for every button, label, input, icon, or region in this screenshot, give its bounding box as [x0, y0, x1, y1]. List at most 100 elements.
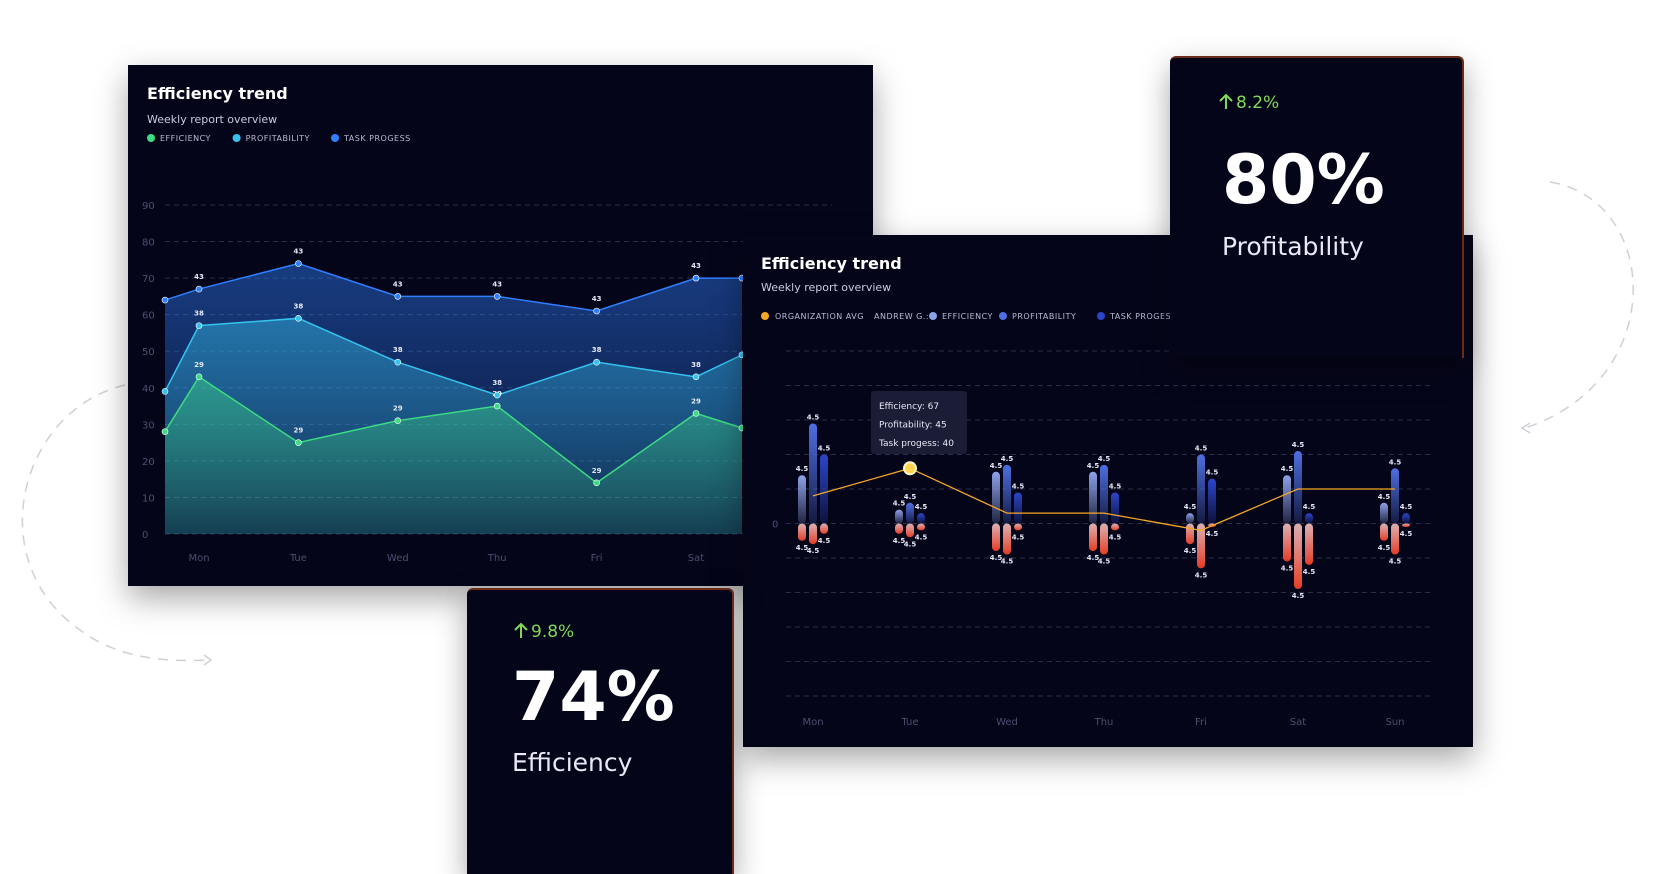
legend-dot — [1097, 312, 1105, 320]
point-label: 4.5 — [893, 500, 906, 508]
point-label: 4.5 — [915, 533, 928, 541]
y-tick-label: 0 — [772, 520, 778, 531]
bar — [1402, 513, 1410, 524]
point-label: 4.5 — [1098, 558, 1111, 566]
point — [593, 358, 600, 366]
legend-label: ANDREW G.: — [874, 312, 929, 321]
point-label: 38 — [194, 310, 204, 318]
bar — [1003, 464, 1011, 524]
point-label: 4.5 — [1303, 503, 1316, 511]
point-label: 38 — [691, 361, 701, 369]
bar — [992, 523, 1000, 552]
legend-dot — [929, 312, 937, 320]
bar — [809, 523, 817, 545]
point-label: 4.5 — [1098, 455, 1111, 463]
bar — [1100, 464, 1108, 524]
point-label: 43 — [492, 280, 502, 288]
point-label: 4.5 — [1109, 482, 1122, 490]
point — [692, 410, 700, 417]
bar — [992, 471, 1000, 524]
point-label: 4.5 — [990, 554, 1003, 562]
bar — [1294, 523, 1302, 590]
point — [593, 479, 600, 487]
bar — [809, 423, 817, 524]
bar — [1197, 523, 1205, 569]
legend-label: TASK PROGESS — [343, 134, 411, 143]
point — [394, 358, 402, 366]
point-label: 38 — [592, 346, 602, 354]
legend-label: ORGANIZATION AVG — [775, 312, 864, 321]
bar — [1111, 523, 1119, 531]
legend-dot — [147, 134, 155, 142]
chart-subtitle: Weekly report overview — [147, 113, 277, 126]
point-label: 29 — [294, 427, 304, 435]
y-tick-label: 0 — [142, 530, 148, 541]
point-label: 43 — [592, 295, 602, 303]
legend-dot — [999, 312, 1007, 320]
point — [195, 373, 203, 381]
point-label: 4.5 — [796, 544, 809, 552]
x-tick-label: Thu — [487, 553, 507, 564]
bar — [1003, 523, 1011, 555]
kpi-label: Efficiency — [512, 748, 633, 777]
kpi-label: Profitability — [1222, 232, 1364, 261]
y-tick-label: 40 — [142, 384, 155, 395]
point-label: 43 — [294, 247, 304, 255]
y-tick-label: 50 — [142, 347, 155, 358]
bar — [1283, 475, 1291, 524]
bar — [1391, 468, 1399, 524]
line — [164, 375, 743, 484]
bar — [895, 509, 903, 524]
line — [164, 317, 743, 396]
x-tick-label: Thu — [1094, 717, 1114, 728]
tooltip-line: Efficiency: 67 — [879, 402, 939, 412]
point-label: 4.5 — [807, 413, 820, 421]
point — [692, 274, 700, 282]
bar — [798, 475, 806, 524]
point — [493, 391, 501, 399]
bar — [1014, 492, 1022, 524]
x-tick-label: Fri — [1195, 717, 1207, 728]
x-tick-label: Sun — [1385, 717, 1404, 728]
point-label: 4.5 — [1281, 564, 1294, 572]
point — [692, 373, 700, 381]
point-label: 4.5 — [1195, 445, 1208, 453]
bar-chart: Efficiency trend Weekly report overview … — [761, 254, 1433, 728]
point-label: 4.5 — [807, 547, 820, 555]
point-label: 4.5 — [990, 462, 1003, 470]
tooltip-line: Task progess: 40 — [878, 439, 954, 449]
point-label: 4.5 — [1001, 558, 1014, 566]
point-label: 4.5 — [1389, 458, 1402, 466]
point-label: 4.5 — [1012, 533, 1025, 541]
x-tick-label: Sat — [688, 553, 704, 564]
x-tick-label: Mon — [188, 553, 209, 564]
legend-label: EFFICIENCY — [942, 312, 993, 321]
point-label: 4.5 — [1087, 462, 1100, 470]
bar-chart-card: Efficiency trend Weekly report overview … — [743, 235, 1473, 747]
x-tick-label: Wed — [387, 553, 409, 564]
y-tick-label: 20 — [142, 457, 155, 468]
kpi-change: 8.2% — [1236, 93, 1279, 113]
kpi-card: 8.2% 80% Profitability — [1170, 56, 1464, 358]
bar — [1100, 523, 1108, 555]
point-label: 4.5 — [1184, 503, 1197, 511]
legend-label: EFFICIENCY — [160, 134, 211, 143]
point — [195, 285, 203, 293]
chart-subtitle: Weekly report overview — [761, 281, 891, 294]
point-label: 4.5 — [1184, 547, 1197, 555]
point-label: 29 — [393, 405, 403, 413]
point — [295, 260, 302, 267]
point-label: 38 — [294, 302, 304, 310]
bar — [1283, 523, 1291, 562]
dashed-arc — [21, 384, 211, 662]
point-label: 29 — [592, 467, 602, 475]
point — [295, 439, 302, 446]
bar — [1208, 478, 1216, 524]
chart-title: Efficiency trend — [761, 254, 902, 273]
up-arrow-icon — [1219, 93, 1233, 109]
point-label: 4.5 — [904, 540, 917, 548]
point — [161, 388, 169, 395]
point-label: 4.5 — [1400, 530, 1413, 538]
legend-dot — [232, 134, 241, 142]
